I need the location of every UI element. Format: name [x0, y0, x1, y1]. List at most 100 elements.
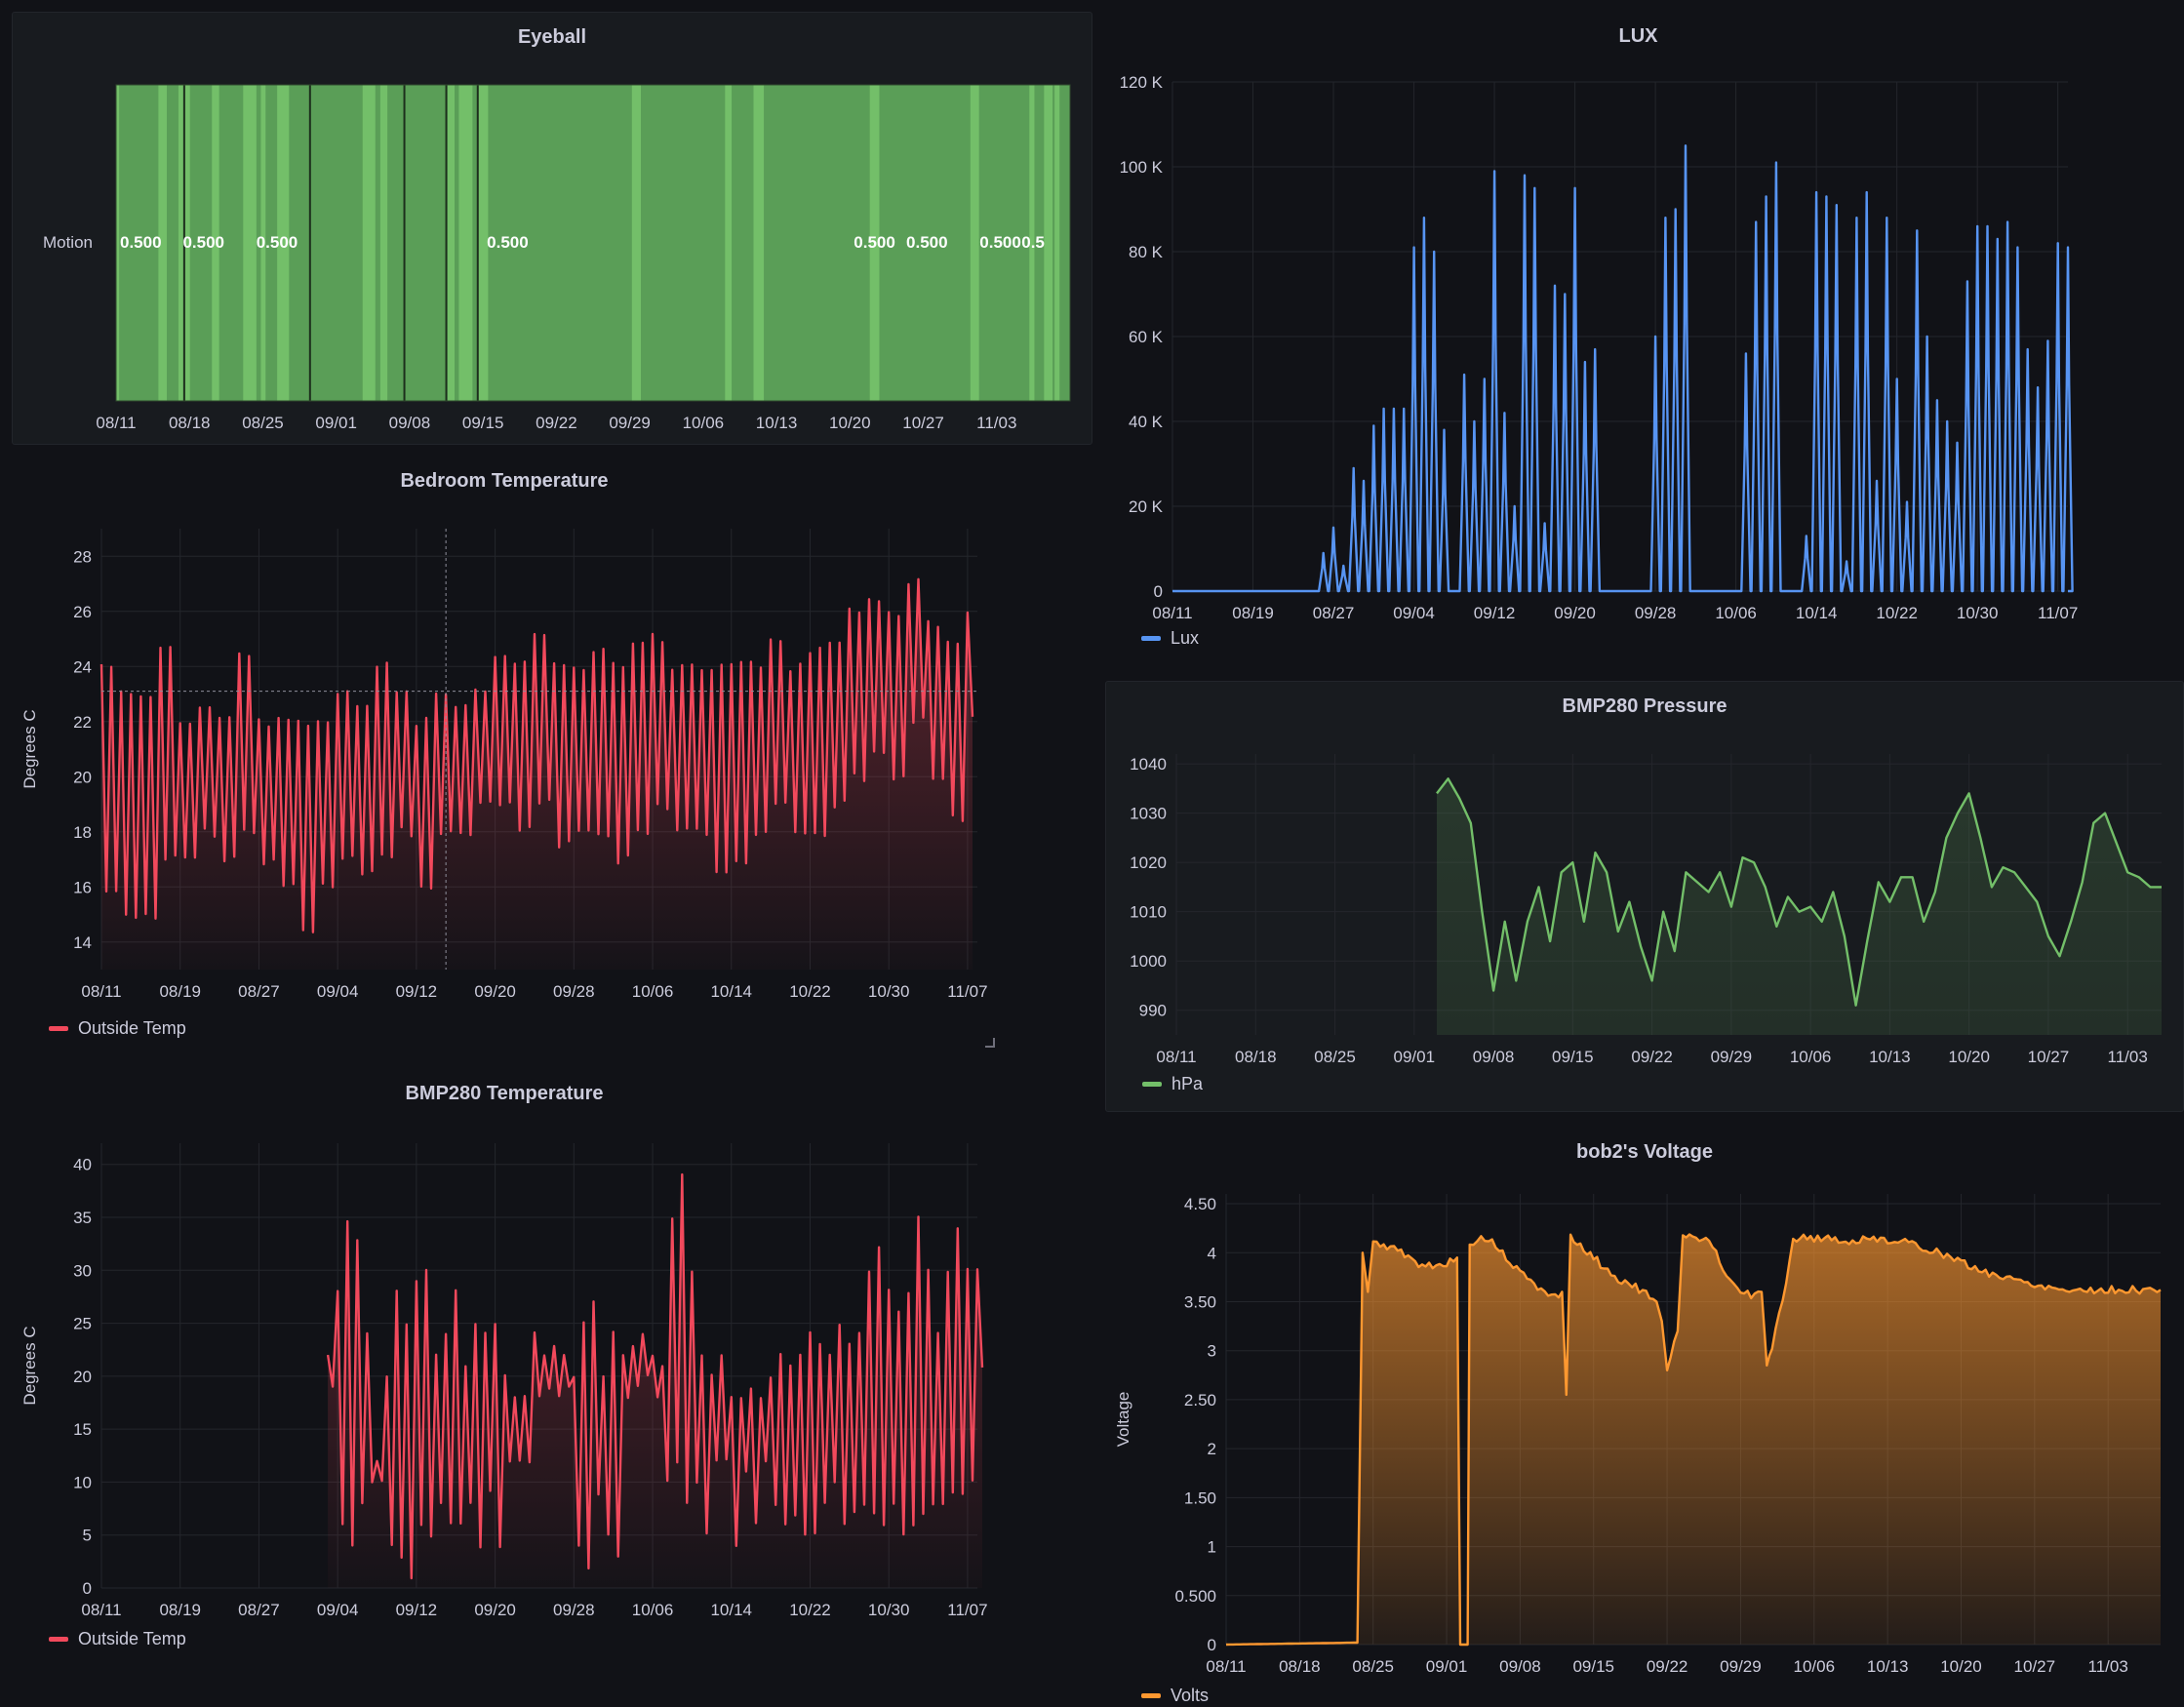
x-tick-label: 10/06 [632, 1601, 674, 1619]
motion-cell [458, 85, 473, 401]
y-tick-label: 30 [73, 1261, 92, 1280]
x-tick-label: 09/20 [474, 1601, 516, 1619]
y-tick-label: 4.50 [1184, 1195, 1216, 1213]
x-tick-label: 10/14 [710, 982, 752, 1001]
y-tick-label: 28 [73, 547, 92, 566]
x-tick-label: 09/22 [536, 414, 577, 432]
x-tick-label: 10/13 [756, 414, 798, 432]
x-tick-label: 09/04 [317, 1601, 359, 1619]
y-tick-label: 10 [73, 1473, 92, 1491]
y-tick-label: 40 K [1129, 413, 1164, 431]
x-tick-label: 09/22 [1647, 1657, 1688, 1676]
y-tick-label: 15 [73, 1420, 92, 1439]
voltage-panel[interactable]: bob2's Voltage 0 0.500 1 1.50 2 2.50 3 3.50 4 4.5… [1105, 1128, 2184, 1707]
motion-cell [1054, 85, 1060, 401]
bmp280-pressure-panel[interactable]: BMP280 Pressure 990 1000 1010 1020 1030 1040 0… [1105, 681, 2184, 1112]
x-tick-label: 08/11 [81, 1601, 121, 1619]
lux-legend[interactable]: Lux [1141, 628, 1199, 649]
x-tick-label: 10/13 [1869, 1048, 1911, 1066]
x-tick-label: 10/14 [1796, 604, 1838, 622]
y-tick-label: 1.50 [1184, 1489, 1216, 1507]
bmptemp-legend[interactable]: Outside Temp [49, 1629, 186, 1649]
motion-cell [725, 85, 733, 401]
x-tick-label: 08/25 [242, 414, 284, 432]
y-tick-label: 20 [73, 768, 92, 786]
y-tick-label: 24 [73, 657, 92, 676]
motion-value-label: 0.500 [182, 233, 224, 252]
x-tick-label: 09/20 [1554, 604, 1596, 622]
pressure-legend-swatch [1142, 1082, 1162, 1087]
x-tick-label: 10/06 [1794, 1657, 1836, 1676]
y-tick-label: 0 [1154, 582, 1163, 601]
y-tick-label: 60 K [1129, 328, 1164, 346]
x-tick-label: 08/11 [81, 982, 121, 1001]
bedroom-legend[interactable]: Outside Temp [49, 1018, 186, 1039]
x-tick-label: 10/27 [2014, 1657, 2056, 1676]
x-tick-label: 10/20 [829, 414, 871, 432]
y-tick-label: 1000 [1130, 952, 1167, 971]
bedroom-temperature-panel[interactable]: Bedroom Temperature 14 16 18 20 22 24 26 28 08/1… [12, 457, 997, 1052]
bmp280-pressure-title: BMP280 Pressure [1562, 695, 1727, 717]
x-tick-label: 09/01 [315, 414, 357, 432]
x-tick-label: 10/14 [710, 1601, 752, 1619]
y-tick-label: 20 K [1129, 497, 1164, 516]
bedroom-line [99, 577, 974, 933]
lux-legend-label: Lux [1171, 628, 1200, 648]
motion-cell [260, 85, 266, 401]
x-tick-label: 09/15 [1572, 1657, 1614, 1676]
x-tick-label: 10/30 [1957, 604, 1999, 622]
bmp280-pressure-chart: 990 1000 1010 1020 1030 1040 08/11 08/18 08/25 09… [1130, 754, 2162, 1066]
x-tick-label: 10/22 [1876, 604, 1918, 622]
voltage-legend-label: Volts [1171, 1686, 1210, 1705]
voltage-legend-swatch [1141, 1693, 1161, 1698]
lux-legend-swatch [1141, 636, 1161, 641]
y-tick-label: 0 [83, 1579, 92, 1598]
x-tick-label: 08/19 [159, 1601, 201, 1619]
bmptemp-legend-swatch [49, 1637, 68, 1642]
x-tick-label: 09/12 [1474, 604, 1516, 622]
motion-value-label: 0.500 [854, 233, 895, 252]
y-tick-label: 26 [73, 603, 92, 621]
voltage-legend[interactable]: Volts [1141, 1686, 1209, 1706]
motion-cell [477, 85, 489, 401]
bedroom-legend-swatch [49, 1026, 68, 1031]
x-tick-label: 09/28 [553, 982, 595, 1001]
x-tick-label: 08/27 [238, 1601, 280, 1619]
y-tick-label: 20 [73, 1368, 92, 1386]
lux-line [1172, 144, 2074, 593]
y-tick-label: 22 [73, 713, 92, 732]
x-tick-label: 09/29 [1711, 1048, 1753, 1066]
resize-handle[interactable] [985, 1038, 995, 1048]
x-tick-label: 09/29 [1720, 1657, 1762, 1676]
x-tick-label: 08/11 [1206, 1657, 1246, 1676]
x-tick-label: 09/04 [1393, 604, 1435, 622]
motion-value-label: 0.5 [1021, 233, 1045, 252]
motion-cell [753, 85, 765, 401]
lux-panel[interactable]: LUX 0 20 K 40 K 60 K 80 K 100 K 120 K 08/11 08/1… [1104, 12, 2172, 663]
motion-cell [1029, 85, 1035, 401]
motion-cell [362, 85, 376, 401]
pressure-legend-label: hPa [1171, 1074, 1204, 1093]
x-tick-label: 10/27 [902, 414, 944, 432]
pressure-area [1437, 778, 2162, 1035]
bmp280-temperature-panel[interactable]: BMP280 Temperature 0 5 10 15 20 25 30 35 40 08/11… [12, 1069, 997, 1658]
x-tick-label: 08/27 [238, 982, 280, 1001]
x-tick-label: 08/19 [159, 982, 201, 1001]
motion-cell [277, 85, 290, 401]
voltage-area [1226, 1234, 2161, 1645]
motion-cell [243, 85, 257, 401]
pressure-legend[interactable]: hPa [1142, 1074, 1203, 1094]
y-tick-label: 40 [73, 1156, 92, 1174]
x-tick-label: 11/07 [2038, 604, 2078, 622]
motion-cell [379, 85, 388, 401]
x-tick-label: 08/11 [1152, 604, 1192, 622]
y-tick-label: 25 [73, 1315, 92, 1333]
voltage-title: bob2's Voltage [1576, 1141, 1713, 1163]
y-tick-label: 1020 [1130, 854, 1167, 872]
x-tick-label: 10/06 [1790, 1048, 1832, 1066]
x-tick-label: 09/12 [396, 1601, 438, 1619]
y-tick-label: 16 [73, 878, 92, 896]
eyeball-panel[interactable]: Eyeball Motion 0.500 0.500 0.500 0.500 0.500 0… [12, 12, 1092, 445]
y-tick-label: 35 [73, 1209, 92, 1227]
x-tick-label: 10/20 [1940, 1657, 1982, 1676]
